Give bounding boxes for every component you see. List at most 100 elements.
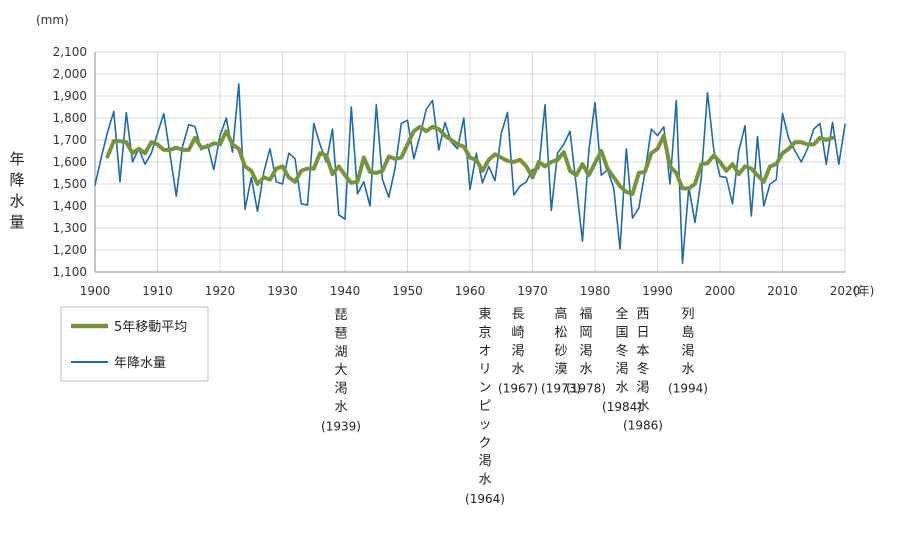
annotation-char: 渇 [579, 343, 592, 359]
annotation-year: (1986) [623, 418, 663, 432]
annotation-char: 西 [636, 307, 649, 322]
y-axis-title-char: 年 [9, 150, 24, 168]
annotation-char: ピ [478, 399, 491, 414]
gridlines [94, 51, 846, 273]
x-tick-label: 1900 [80, 284, 111, 298]
legend-box [60, 306, 209, 382]
y-tick-label: 1,700 [53, 133, 87, 147]
annotation-char: 琵 [334, 308, 347, 323]
x-tick-label: 2010 [767, 284, 798, 298]
annotation-char: 渇 [615, 361, 628, 377]
y-unit-label: (mm) [36, 13, 69, 27]
annotation-char: 琶 [334, 326, 347, 341]
annotation-char: 島 [681, 325, 694, 340]
data-series [94, 83, 846, 265]
legend-label-annual-precipitation: 年降水量 [114, 356, 166, 371]
annotation-char: 湖 [334, 345, 347, 360]
annotation-char: 冬 [615, 343, 628, 359]
y-tick-label: 1,400 [53, 199, 87, 213]
y-axis-title-char: 降 [9, 171, 24, 189]
annotation-char: ッ [478, 417, 491, 432]
annotation-char: 長 [511, 307, 524, 322]
series-line-annual-precipitation [94, 83, 846, 265]
annotation-char: リ [478, 362, 491, 377]
y-tick-label: 1,300 [53, 221, 87, 235]
x-tick-label: 1990 [642, 284, 673, 298]
x-tick-label: 2000 [705, 284, 736, 298]
annotation-year: (1978) [566, 382, 606, 396]
y-tick-label: 1,900 [53, 89, 87, 103]
annotation-char: 高 [554, 306, 567, 322]
x-tick-label: 1970 [517, 284, 548, 298]
annotation-char: 水 [615, 381, 628, 396]
annotation-char: 渇 [334, 381, 347, 397]
annotation-char: 水 [511, 362, 524, 377]
annotation-char: 本 [636, 344, 649, 359]
x-tick-label: 1930 [267, 284, 298, 298]
y-tick-label: 1,600 [53, 155, 87, 169]
x-tick-label: 1910 [142, 284, 173, 298]
annotation-year: (1967) [498, 382, 538, 396]
annotation-char: 大 [334, 363, 347, 378]
annotation-char: 渇 [681, 343, 694, 359]
annotation-char: 崎 [511, 325, 524, 340]
y-axis-title-char: 量 [9, 213, 24, 231]
annotation-char: 水 [636, 399, 649, 414]
y-tick-label: 1,100 [53, 265, 87, 279]
y-axis-title-char: 水 [9, 192, 24, 210]
annotation-char: 漠 [554, 362, 567, 377]
y-tick-labels: 1,100 1,200 1,300 1,400 1,500 1,600 1,700 1,800… [53, 45, 87, 279]
annotation-char: 冬 [636, 361, 649, 377]
annotation-year: (1984) [602, 400, 642, 414]
y-tick-label: 1,200 [53, 243, 87, 257]
x-tick-labels: 1900 1910 1920 1930 1940 1950 1960 1970 1980 1990… [80, 284, 861, 298]
annotation-char: 東 [478, 306, 491, 322]
x-tick-label: 2020 [830, 284, 861, 298]
x-tick-label: 1980 [580, 284, 611, 298]
annotation-char: 水 [334, 400, 347, 415]
legend: 5年移動平均 年降水量 [60, 306, 209, 382]
annotation-char: ク [478, 436, 491, 451]
drought-annotations: 琵琶湖大渇水(1939)東京オリンピック渇水(1964)長崎渇水(1967)高松… [321, 306, 708, 506]
x-unit-label: (年) [853, 284, 874, 298]
x-tick-label: 1960 [455, 284, 486, 298]
annotation-char: 水 [478, 473, 491, 488]
annotation-char: ン [478, 381, 491, 396]
y-tick-label: 2,000 [53, 67, 87, 81]
annotation-char: 渇 [636, 380, 649, 396]
annotation-char: オ [478, 344, 491, 359]
x-tick-label: 1940 [330, 284, 361, 298]
annotation-year: (1973) [541, 382, 581, 396]
annotation-year: (1964) [465, 492, 505, 506]
annotation-year: (1939) [321, 419, 361, 433]
annotation-char: 国 [615, 325, 628, 340]
annotation-char: 岡 [579, 325, 592, 340]
annotation-char: 京 [478, 325, 491, 340]
legend-label-moving-average: 5年移動平均 [114, 320, 187, 335]
y-tick-label: 1,500 [53, 177, 87, 191]
annotation-char: 松 [554, 325, 567, 340]
annotation-char: 日 [636, 325, 649, 340]
annotation-char: 福 [579, 307, 592, 322]
y-tick-label: 2,100 [53, 45, 87, 59]
y-axis-title: 年降水量 [9, 150, 24, 231]
annotation-year: (1994) [668, 382, 708, 396]
x-tick-label: 1950 [392, 284, 423, 298]
annotation-char: 砂 [554, 344, 567, 359]
annotation-char: 列 [681, 307, 694, 322]
y-tick-label: 1,800 [53, 111, 87, 125]
annotation-char: 渇 [478, 453, 491, 469]
series-line-moving-average [105, 124, 835, 196]
annotation-char: 渇 [511, 343, 524, 359]
annotation-char: 水 [681, 362, 694, 377]
axes [94, 52, 845, 273]
